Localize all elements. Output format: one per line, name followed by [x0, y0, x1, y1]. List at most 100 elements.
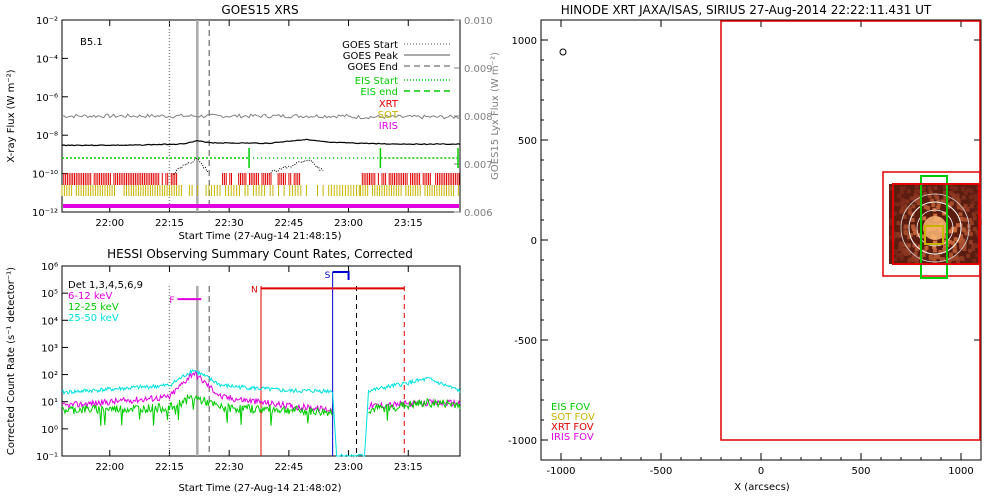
xrt-image-pixel: [899, 190, 904, 195]
goes-sot-observations: [61, 185, 182, 196]
xrt-image-pixel: [969, 204, 974, 209]
xrt-image-pixel: [958, 236, 963, 241]
xrt-image-pixel: [933, 240, 938, 245]
hessi-x-tick-label: 22:45: [274, 462, 303, 473]
xrt-image-pixel: [966, 187, 971, 192]
goes-legend-label: GOES End: [348, 62, 398, 73]
xrt-image-pixel: [964, 231, 969, 236]
hessi-y-tick-label: 10⁰: [41, 425, 58, 436]
goes-y-right-tick-label: 0.007: [464, 160, 493, 171]
xrt-image-pixel: [931, 256, 936, 261]
goes-legend-label: EIS Start: [355, 76, 398, 87]
goes-legend-label: GOES Start: [342, 40, 398, 51]
xrt-image-pixel: [942, 190, 947, 195]
xrt-image-pixel: [905, 244, 910, 249]
goes-y-tick-label: 10⁻¹²: [32, 208, 58, 219]
xrt-fov-rect: [920, 175, 948, 279]
xrt-contour: [900, 193, 970, 263]
xrt-image-pixel: [943, 239, 948, 244]
xrt-image-pixel: [972, 259, 977, 263]
xrt-y-tick-label: -500: [514, 336, 537, 347]
hessi-y-tick-label: 10⁴: [41, 316, 58, 327]
hessi-xlabel: Start Time (27-Aug-14 21:48:02): [178, 483, 341, 494]
hessi-y-tick-label: 10⁵: [41, 289, 58, 300]
xrt-image-pixel: [911, 204, 916, 209]
xrt-image-pixel: [968, 248, 973, 253]
xrt-marker: [559, 48, 567, 56]
goes-y-tick-label: 10⁻²: [36, 16, 58, 27]
goes-xrs-short-series: [173, 157, 209, 175]
goes-sot-observations: [188, 185, 360, 196]
xrt-image-pixel: [956, 260, 960, 265]
xrt-image-pixel: [913, 193, 918, 198]
hessi-x-tick-label: 23:15: [394, 462, 423, 473]
xrt-image-pixel: [943, 244, 947, 249]
hessi-series-line: [61, 368, 461, 457]
xrt-image-pixel: [936, 255, 941, 259]
xrt-title: HINODE XRT JAXA/ISAS, SIRIUS 27-Aug-2014…: [561, 3, 932, 17]
xrt-x-tick-label: 0: [758, 466, 764, 477]
xrt-image-pixel: [971, 200, 976, 205]
xrt-image-pixel: [893, 234, 898, 239]
xrt-image-pixel: [961, 195, 966, 200]
xrt-image-pixel: [889, 186, 894, 191]
goes-xlabel: Start Time (27-Aug-14 21:48:15): [178, 231, 341, 242]
xrt-xlabel: X (arcsecs): [734, 482, 790, 493]
xrt-image-pixel: [959, 245, 964, 250]
xrt-image-pixel: [899, 186, 904, 191]
xrt-image-pixel: [942, 248, 947, 252]
xrt-image-pixel: [892, 211, 897, 216]
goes-ylabel: X-ray Flux (W m⁻²): [6, 69, 17, 162]
xrt-y-tick-label: 0: [531, 236, 537, 247]
hessi-y-tick-label: 10⁶: [41, 262, 58, 273]
xrt-image-pixel: [907, 259, 912, 264]
xrt-image-pixel: [961, 238, 966, 243]
xrt-image-pixel: [928, 256, 933, 261]
xrt-image-pixel: [958, 212, 963, 217]
hessi-y-tick-label: 10¹: [41, 398, 58, 409]
xrt-image-pixel: [951, 240, 955, 245]
xrt-image-pixel: [972, 194, 976, 199]
xrt-image-pixel: [962, 244, 967, 249]
hessi-legend-label: 6-12 keV: [68, 291, 112, 302]
xrt-y-tick-label: 500: [518, 136, 537, 147]
xrt-x-tick-label: 500: [851, 466, 870, 477]
xrt-image-pixel: [948, 202, 953, 207]
xrt-image-pixel: [975, 230, 980, 235]
xrt-image-pixel: [892, 201, 897, 206]
xrt-legend-label: SOT FOV: [551, 412, 595, 423]
xrt-image-pixel: [933, 254, 938, 259]
goes-xrs-long-series: [61, 138, 461, 147]
goes-y-right-tick-label: 0.010: [464, 16, 493, 27]
xrt-image-pixel: [902, 243, 907, 248]
hessi-y-tick-label: 10⁻¹: [36, 452, 58, 463]
goes-xrs-short-series: [268, 159, 324, 175]
xrt-image-pixel: [924, 245, 929, 250]
xrt-image-pixel: [933, 193, 938, 198]
xrt-image-pixel: [968, 195, 973, 200]
xrt-image-pixel: [897, 193, 902, 198]
xrt-image-pixel: [933, 260, 937, 265]
xrt-panel: HINODE XRT JAXA/ISAS, SIRIUS 27-Aug-2014…: [508, 3, 982, 493]
xrt-image-pixel: [897, 247, 902, 252]
xrt-image-pixel: [904, 231, 909, 236]
xrt-image-pixel: [968, 240, 973, 245]
xrt-image-pixel: [949, 185, 954, 190]
xrt-image-pixel: [925, 206, 930, 211]
goes-panel: GOES15 XRS 22:00 22:15 22:30 22:45 23:00 23:1…: [6, 3, 501, 242]
xrt-image-pixel: [956, 205, 961, 210]
xrt-image-pixel: [972, 227, 977, 232]
xrt-image-pixel: [902, 248, 907, 253]
xrt-image-pixel: [908, 233, 913, 237]
xrt-image-pixel: [913, 229, 918, 234]
xrt-image-pixel: [961, 186, 966, 191]
xrt-image-pixel: [933, 213, 938, 218]
goes-xrt-observations: [63, 173, 178, 185]
xrt-image-pixel: [953, 237, 958, 242]
xrt-image-pixel: [899, 252, 904, 257]
hessi-legend-label: 12-25 keV: [68, 302, 119, 313]
goes-legend-label: GOES Peak: [343, 51, 398, 62]
xrt-image-pixel: [903, 204, 908, 208]
xrt-image-pixel: [905, 249, 910, 254]
xrt-image-pixel: [933, 248, 937, 253]
